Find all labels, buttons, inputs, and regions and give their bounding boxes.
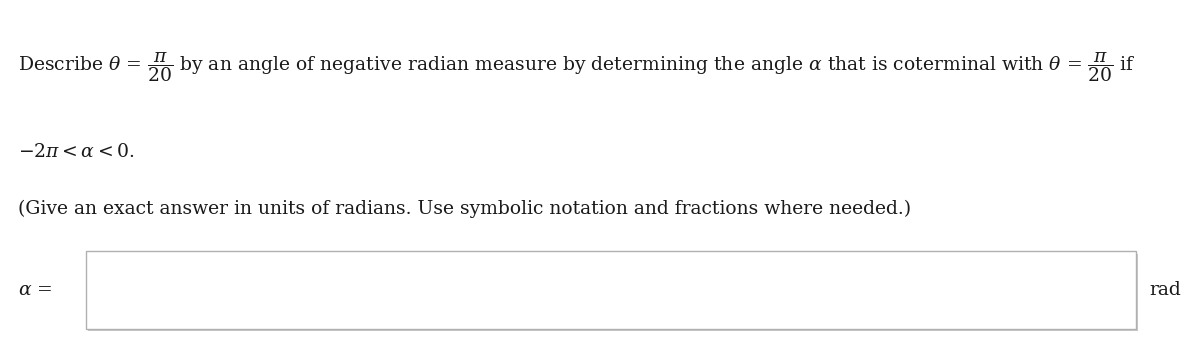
- Text: Describe $\theta$ = $\dfrac{\pi}{20}$ by an angle of negative radian measure by : Describe $\theta$ = $\dfrac{\pi}{20}$ by…: [18, 51, 1136, 84]
- Text: rad: rad: [1150, 281, 1181, 299]
- Text: (Give an exact answer in units of radians. Use symbolic notation and fractions w: (Give an exact answer in units of radian…: [18, 200, 911, 218]
- FancyBboxPatch shape: [88, 254, 1138, 331]
- Text: $\alpha$ =: $\alpha$ =: [18, 281, 53, 299]
- FancyBboxPatch shape: [86, 251, 1136, 329]
- Text: $-2\pi < \alpha < 0.$: $-2\pi < \alpha < 0.$: [18, 143, 134, 161]
